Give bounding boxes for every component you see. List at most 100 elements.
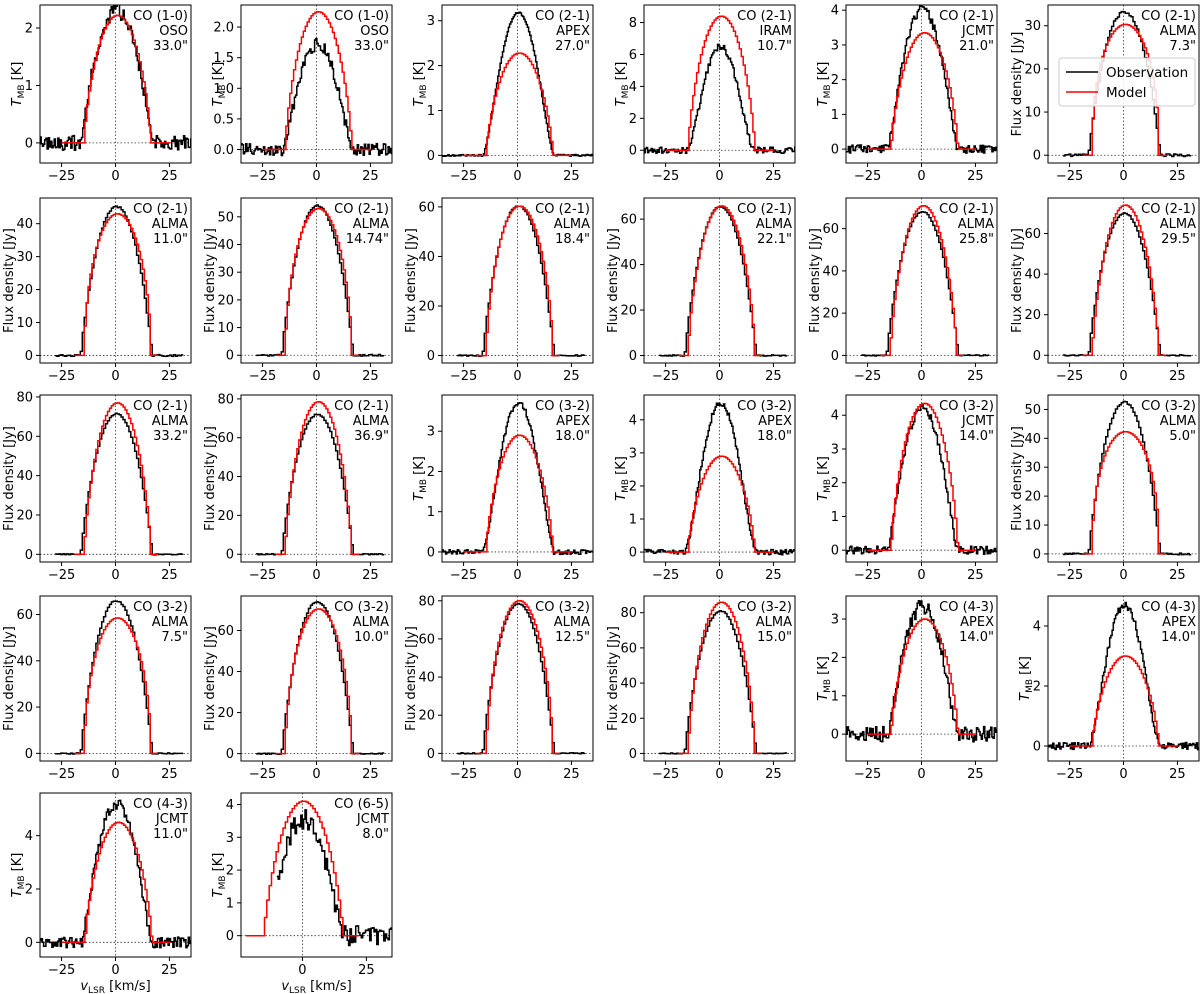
y-tick-label: 3 xyxy=(427,14,435,29)
y-tick-label: 0 xyxy=(25,548,33,563)
x-tick-label: −25 xyxy=(854,369,881,384)
y-axis-label-subscript: MB xyxy=(621,479,631,493)
y-axis-label-subscript: MB xyxy=(823,84,833,98)
x-tick-label: 25 xyxy=(563,767,580,782)
x-tick-label: 0 xyxy=(1119,169,1127,184)
y-tick-label: 1.0 xyxy=(213,82,234,97)
y-axis-label: Flux density [Jy] xyxy=(2,228,17,333)
y-tick-label: 1 xyxy=(831,108,839,123)
beam-size-label: 36.9" xyxy=(354,429,389,444)
y-axis-label-subscript: MB xyxy=(218,875,228,889)
line-transition-label: CO (2-1) xyxy=(535,202,590,217)
y-tick-label: 0 xyxy=(25,936,33,951)
x-tick-label: −25 xyxy=(249,568,276,583)
x-tick-label: 25 xyxy=(1169,169,1186,184)
y-axis-label: Flux density [Jy] xyxy=(2,426,17,531)
model-spectrum xyxy=(61,821,171,944)
telescope-label: OSO xyxy=(159,24,188,39)
beam-size-label: 11.0" xyxy=(153,827,188,842)
x-tick-label: 25 xyxy=(161,963,178,978)
spectrum-panel: −25 0 25 0 20 40 60 80 Flux density [Jy] CO (3-2)… xyxy=(404,594,594,782)
y-axis-label-unit: [K] xyxy=(10,62,25,85)
model-spectrum xyxy=(1069,655,1179,747)
beam-size-label: 22.1" xyxy=(757,232,792,247)
x-tick-label: 0 xyxy=(715,568,723,583)
y-tick-label: 2 xyxy=(831,651,839,666)
x-tick-label: 25 xyxy=(967,767,984,782)
y-axis-label: TMB [K] xyxy=(10,853,27,898)
model-spectrum xyxy=(463,434,573,553)
legend-model-label: Model xyxy=(1106,85,1147,101)
y-tick-label: 80 xyxy=(418,594,435,609)
telescope-label: ALMA xyxy=(756,615,792,630)
x-tick-label: −25 xyxy=(1056,369,1083,384)
x-tick-label: 0 xyxy=(917,169,925,184)
telescope-label: APEX xyxy=(556,24,590,39)
telescope-label: APEX xyxy=(960,615,994,630)
y-tick-label: 0 xyxy=(427,545,435,560)
y-axis-label-symbol: T xyxy=(614,492,629,501)
x-tick-label: −25 xyxy=(450,767,477,782)
y-axis-label-subscript: MB xyxy=(823,479,833,493)
model-spectrum xyxy=(476,205,560,357)
line-transition-label: CO (1-0) xyxy=(133,9,188,24)
y-tick-label: 0 xyxy=(1033,149,1041,164)
y-tick-label: 2 xyxy=(1033,680,1041,695)
x-axis-label: vLSR [km/s] xyxy=(80,979,150,994)
y-tick-label: 1 xyxy=(831,510,839,525)
y-tick-label: 20 xyxy=(1024,490,1041,505)
y-tick-label: 3 xyxy=(427,425,435,440)
beam-size-label: 33.0" xyxy=(153,39,188,54)
x-tick-label: −25 xyxy=(249,169,276,184)
x-tick-label: 0 xyxy=(111,369,119,384)
x-tick-label: −25 xyxy=(48,963,75,978)
model-spectrum xyxy=(867,618,977,735)
y-tick-label: 40 xyxy=(217,238,234,253)
telescope-label: ALMA xyxy=(152,217,188,232)
line-transition-label: CO (6-5) xyxy=(334,797,389,812)
beam-size-label: 18.0" xyxy=(555,429,590,444)
y-axis-label: Flux density [Jy] xyxy=(404,228,419,333)
x-tick-label: 25 xyxy=(967,568,984,583)
x-tick-label: −25 xyxy=(854,568,881,583)
model-spectrum xyxy=(275,608,359,755)
y-tick-label: 1 xyxy=(25,79,33,94)
y-axis-label-unit: [K] xyxy=(614,456,629,479)
y-tick-label: 0 xyxy=(226,747,234,762)
x-axis-label-subscript: LSR xyxy=(289,986,306,994)
spectrum-panel: −25 0 25 0 20 40 60 80 Flux density [Jy] CO (3-2)… xyxy=(606,595,796,782)
y-tick-label: 80 xyxy=(620,606,637,621)
line-transition-label: CO (2-1) xyxy=(939,9,994,24)
model-spectrum xyxy=(463,52,573,157)
model-spectrum xyxy=(74,402,158,556)
x-tick-label: 25 xyxy=(161,169,178,184)
line-transition-label: CO (3-2) xyxy=(737,399,792,414)
telescope-label: ALMA xyxy=(353,615,389,630)
model-spectrum xyxy=(275,207,359,356)
y-axis-label: TMB [K] xyxy=(816,62,833,107)
line-transition-label: CO (2-1) xyxy=(133,399,188,414)
line-transition-label: CO (4-3) xyxy=(939,600,994,615)
observation-spectrum xyxy=(846,404,997,555)
x-tick-label: 25 xyxy=(1169,369,1186,384)
x-tick-label: 25 xyxy=(362,568,379,583)
y-axis-label-unit: [K] xyxy=(211,853,226,876)
y-tick-label: 10 xyxy=(217,321,234,336)
y-tick-label: 0 xyxy=(427,747,435,762)
y-tick-label: 0 xyxy=(25,136,33,151)
y-axis-label-unit: [K] xyxy=(10,853,25,876)
observation-spectrum xyxy=(276,809,392,947)
y-tick-label: 2 xyxy=(629,112,637,127)
y-axis-label-subscript: MB xyxy=(823,679,833,693)
x-tick-label: −25 xyxy=(652,767,679,782)
line-transition-label: CO (3-2) xyxy=(334,600,389,615)
x-tick-label: 0 xyxy=(312,568,320,583)
y-tick-label: 0.5 xyxy=(213,112,234,127)
y-tick-label: 60 xyxy=(16,608,33,623)
beam-size-label: 15.0" xyxy=(757,630,792,645)
y-tick-label: 20 xyxy=(418,300,435,315)
x-tick-label: −25 xyxy=(450,369,477,384)
